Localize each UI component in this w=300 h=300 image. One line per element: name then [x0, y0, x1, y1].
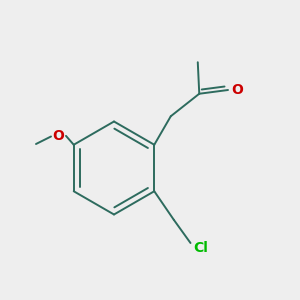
- Text: Cl: Cl: [194, 241, 208, 254]
- Text: O: O: [52, 130, 64, 143]
- Text: O: O: [232, 83, 244, 97]
